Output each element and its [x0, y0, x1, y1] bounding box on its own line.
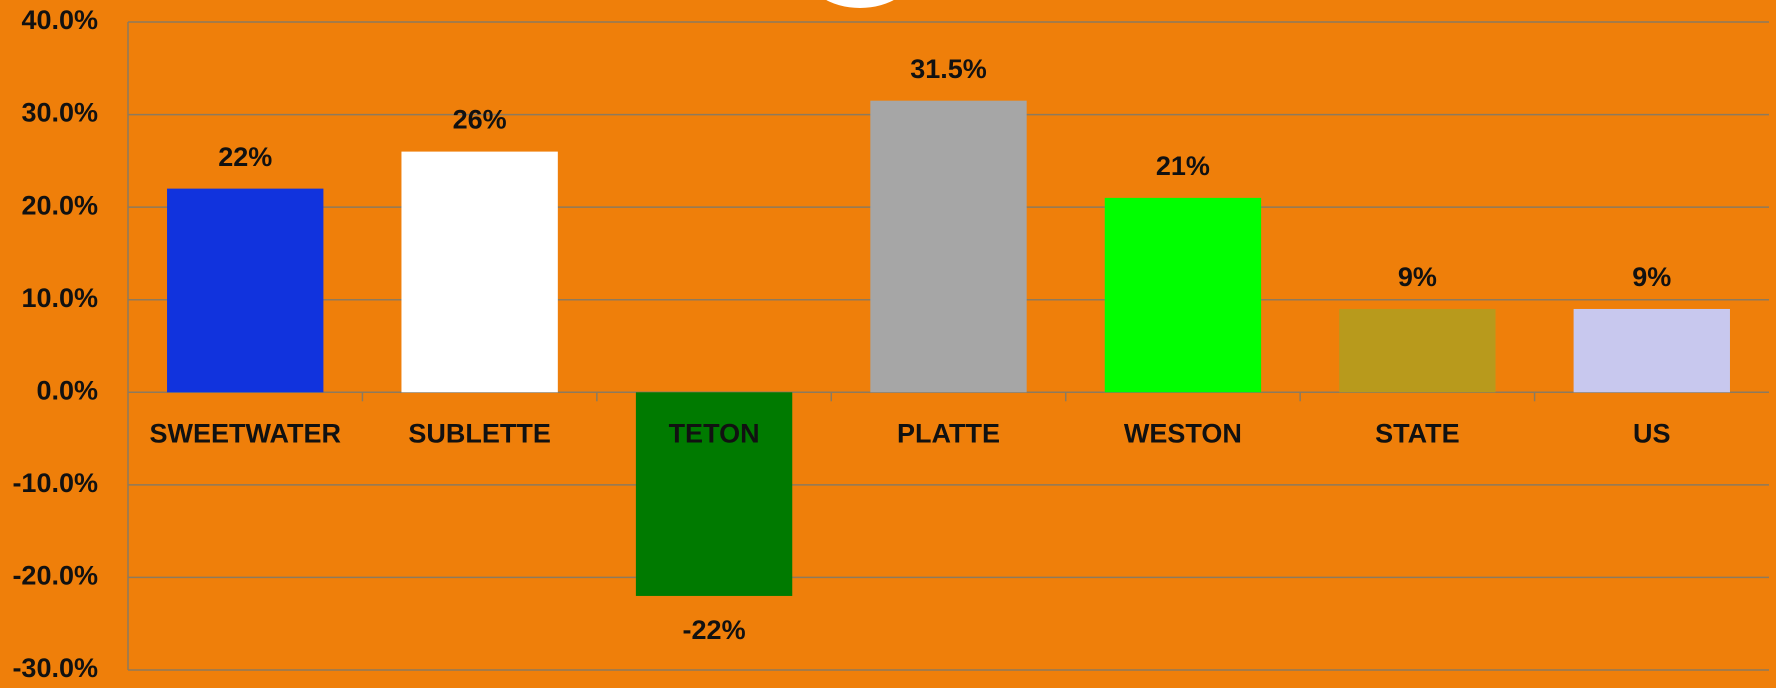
y-tick-label: 20.0% — [21, 190, 98, 220]
bar — [167, 188, 324, 393]
x-tick-label: STATE — [1375, 418, 1460, 448]
bar — [401, 151, 558, 393]
x-tick-label: PLATTE — [897, 418, 1000, 448]
y-tick-label: 30.0% — [21, 98, 98, 128]
value-label: 21% — [1156, 151, 1210, 181]
y-tick-label: -10.0% — [12, 468, 98, 498]
y-tick-label: 40.0% — [21, 5, 98, 35]
bar — [1339, 308, 1496, 393]
value-label: 31.5% — [910, 54, 987, 84]
bar — [1573, 308, 1730, 393]
x-tick-label: WESTON — [1124, 418, 1242, 448]
y-tick-label: 10.0% — [21, 283, 98, 313]
value-label: 22% — [218, 142, 272, 172]
x-tick-label: SWEETWATER — [149, 418, 341, 448]
y-tick-label: -20.0% — [12, 561, 98, 591]
value-label: 26% — [453, 105, 507, 135]
bar — [870, 100, 1027, 393]
y-tick-label: 0.0% — [36, 375, 98, 405]
x-tick-label: SUBLETTE — [408, 418, 551, 448]
bar — [635, 392, 793, 596]
logo-circle — [826, 0, 894, 8]
x-tick-label: TETON — [669, 418, 760, 448]
value-label: 9% — [1398, 262, 1437, 292]
x-tick-label: US — [1633, 418, 1671, 448]
value-label: 9% — [1632, 262, 1671, 292]
bar — [1104, 197, 1262, 393]
value-label: -22% — [683, 615, 746, 645]
y-tick-label: -30.0% — [12, 653, 98, 683]
